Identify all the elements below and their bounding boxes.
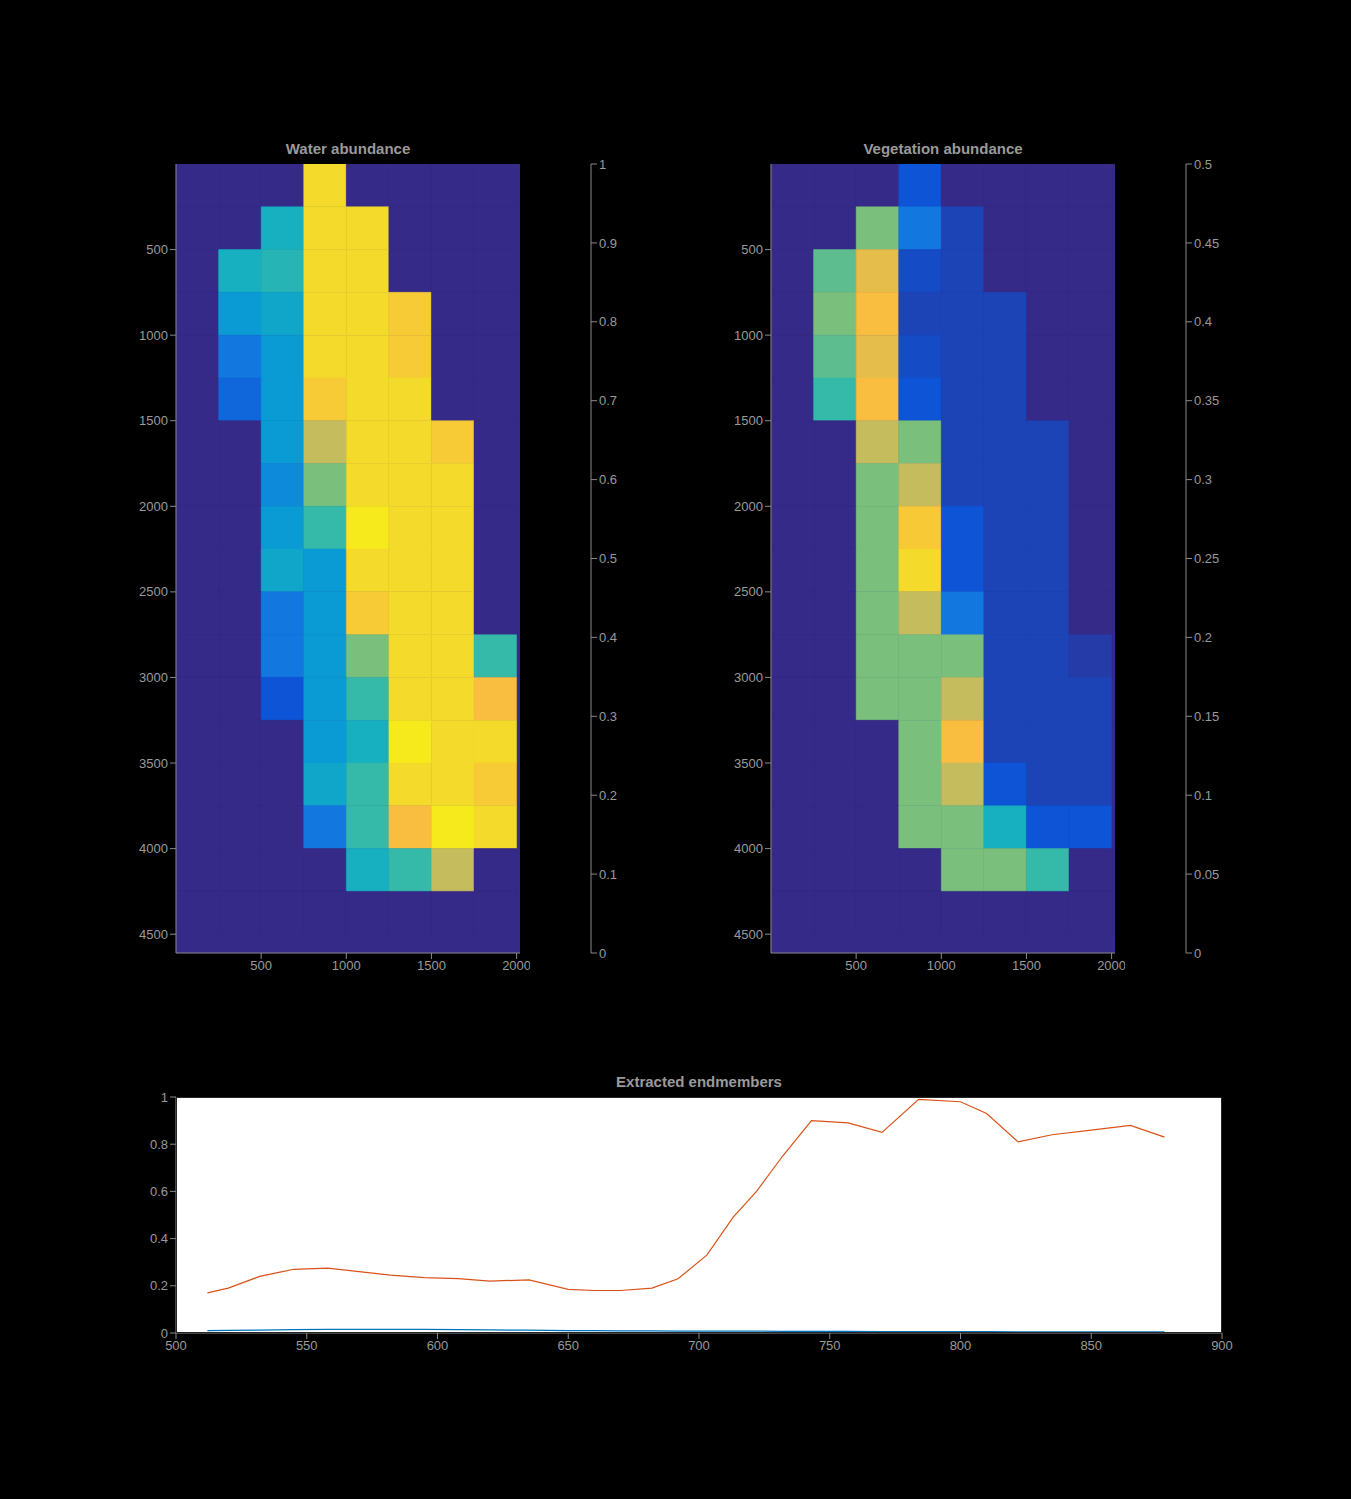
svg-text:0.25: 0.25 xyxy=(1194,551,1219,566)
svg-text:500: 500 xyxy=(146,242,168,257)
svg-text:850: 850 xyxy=(1080,1338,1102,1353)
svg-text:1500: 1500 xyxy=(1012,958,1041,973)
svg-text:0.3: 0.3 xyxy=(599,709,617,724)
svg-text:0.8: 0.8 xyxy=(150,1137,168,1152)
svg-text:0.2: 0.2 xyxy=(599,788,617,803)
svg-text:1500: 1500 xyxy=(417,958,446,973)
svg-text:0.35: 0.35 xyxy=(1194,393,1219,408)
svg-text:0.4: 0.4 xyxy=(599,630,617,645)
svg-text:0.6: 0.6 xyxy=(599,472,617,487)
svg-text:2000: 2000 xyxy=(139,499,168,514)
svg-text:2500: 2500 xyxy=(734,584,763,599)
svg-text:900: 900 xyxy=(1211,1338,1233,1353)
svg-text:0.8: 0.8 xyxy=(599,314,617,329)
svg-text:0.5: 0.5 xyxy=(599,551,617,566)
svg-text:0.2: 0.2 xyxy=(1194,630,1212,645)
html-text:Water abundance: Water abundance xyxy=(285,140,411,157)
svg-text:0.45: 0.45 xyxy=(1194,236,1219,251)
svg-text:750: 750 xyxy=(819,1338,841,1353)
svg-text:0: 0 xyxy=(161,1326,168,1341)
svg-text:600: 600 xyxy=(427,1338,449,1353)
svg-text:1: 1 xyxy=(599,157,606,172)
svg-text:3500: 3500 xyxy=(139,756,168,771)
svg-text:2500: 2500 xyxy=(139,584,168,599)
svg-text:650: 650 xyxy=(557,1338,579,1353)
svg-text:0.4: 0.4 xyxy=(150,1231,168,1246)
svg-text:1000: 1000 xyxy=(139,328,168,343)
html-text:Vegetation abundance: Vegetation abundance xyxy=(863,140,1023,157)
svg-text:3500: 3500 xyxy=(734,756,763,771)
html-text:Extracted endmembers: Extracted endmembers xyxy=(616,1073,782,1090)
svg-text:0.05: 0.05 xyxy=(1194,867,1219,882)
svg-text:0.15: 0.15 xyxy=(1194,709,1219,724)
svg-text:1500: 1500 xyxy=(139,413,168,428)
svg-text:500: 500 xyxy=(165,1338,187,1353)
svg-text:800: 800 xyxy=(950,1338,972,1353)
svg-text:1000: 1000 xyxy=(332,958,361,973)
svg-text:0: 0 xyxy=(599,946,606,958)
svg-text:1: 1 xyxy=(161,1090,168,1105)
svg-text:0.6: 0.6 xyxy=(150,1184,168,1199)
svg-text:2000: 2000 xyxy=(1097,958,1125,973)
svg-text:500: 500 xyxy=(250,958,272,973)
svg-text:3000: 3000 xyxy=(139,670,168,685)
svg-text:0.3: 0.3 xyxy=(1194,472,1212,487)
svg-text:1000: 1000 xyxy=(734,328,763,343)
svg-text:0.5: 0.5 xyxy=(1194,157,1212,172)
svg-text:4500: 4500 xyxy=(139,927,168,942)
svg-text:700: 700 xyxy=(688,1338,710,1353)
svg-text:3000: 3000 xyxy=(734,670,763,685)
svg-text:500: 500 xyxy=(845,958,867,973)
svg-text:1500: 1500 xyxy=(734,413,763,428)
svg-text:4500: 4500 xyxy=(734,927,763,942)
svg-text:2000: 2000 xyxy=(734,499,763,514)
svg-text:2000: 2000 xyxy=(502,958,530,973)
svg-text:0.7: 0.7 xyxy=(599,393,617,408)
svg-text:0: 0 xyxy=(1194,946,1201,958)
svg-text:0.1: 0.1 xyxy=(1194,788,1212,803)
svg-text:500: 500 xyxy=(741,242,763,257)
svg-text:0.4: 0.4 xyxy=(1194,314,1212,329)
svg-text:550: 550 xyxy=(296,1338,318,1353)
svg-text:0.2: 0.2 xyxy=(150,1278,168,1293)
svg-text:4000: 4000 xyxy=(139,841,168,856)
svg-text:4000: 4000 xyxy=(734,841,763,856)
svg-text:0.1: 0.1 xyxy=(599,867,617,882)
svg-text:0.9: 0.9 xyxy=(599,236,617,251)
svg-text:1000: 1000 xyxy=(927,958,956,973)
